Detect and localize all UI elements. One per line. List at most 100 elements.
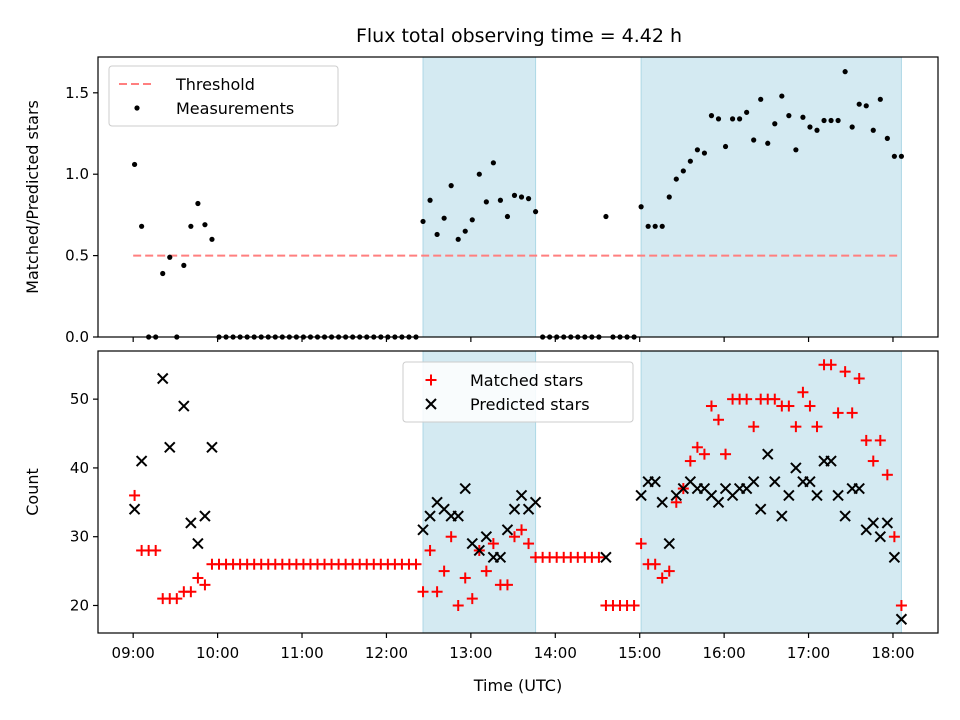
data-point-56 [839, 510, 851, 522]
data-point-46 [455, 236, 461, 242]
data-point-41 [420, 218, 426, 225]
data-point-52 [497, 197, 504, 203]
data-point-88 [751, 137, 757, 143]
data-point-25 [529, 496, 542, 509]
data-point-49 [476, 171, 482, 177]
data-point-108 [888, 531, 900, 543]
data-point-6 [171, 593, 183, 605]
observing-interval-1 [640, 350, 902, 634]
data-point-64 [895, 613, 908, 625]
data-point-81 [698, 448, 710, 460]
data-point-8 [188, 223, 194, 229]
data-point-103 [853, 373, 865, 385]
axes-frame [97, 350, 939, 634]
data-point-10 [199, 579, 211, 591]
data-point-77 [673, 176, 679, 182]
data-point-55 [832, 489, 844, 502]
data-point-23 [515, 489, 528, 502]
data-point-15 [459, 482, 471, 495]
data-point-29 [649, 475, 661, 488]
data-point-80 [691, 441, 703, 453]
y-axis-label: Count [23, 468, 42, 516]
data-point-45 [762, 448, 774, 460]
data-point-48 [469, 217, 475, 223]
data-point-0 [131, 161, 138, 168]
legend-label-1: Predicted stars [470, 395, 590, 414]
bottom-panel: 20 30 40 50 09:00 10:00 11:00 12:00 13:00 14:00 15… [23, 350, 939, 695]
data-point-66 [593, 551, 605, 563]
data-point-91 [772, 121, 778, 127]
y-tick-label-2: 40 [70, 459, 89, 477]
data-point-54 [508, 531, 520, 543]
data-point-90 [765, 140, 771, 146]
data-point-67 [603, 213, 609, 220]
observing-interval-1 [640, 56, 902, 338]
data-point-63 [888, 551, 901, 564]
y-axis-label: Matched/Predicted stars [23, 100, 42, 294]
data-point-105 [867, 455, 879, 467]
data-point-82 [705, 400, 717, 412]
data-point-44 [755, 503, 767, 515]
data-point-58 [853, 482, 865, 495]
data-point-60 [867, 517, 879, 529]
data-point-7 [181, 262, 187, 268]
x-tick-label-3: 12:00 [365, 644, 408, 662]
data-point-51 [487, 538, 499, 550]
data-point-27 [635, 489, 647, 502]
data-point-105 [870, 127, 876, 133]
data-point-83 [713, 414, 725, 426]
data-point-107 [881, 469, 893, 481]
legend-label-0: Threshold [175, 75, 255, 94]
data-point-80 [694, 147, 700, 153]
legend-label-0: Matched stars [470, 371, 583, 390]
x-tick-label-1: 10:00 [196, 644, 239, 662]
data-point-108 [891, 153, 897, 159]
data-point-100 [835, 117, 841, 124]
x-tick-label-4: 13:00 [449, 644, 492, 662]
legend-entry-1: Predicted stars [425, 395, 590, 414]
data-point-26 [600, 551, 612, 564]
data-point-94 [790, 421, 802, 433]
data-point-50 [480, 565, 492, 577]
x-axis-label: Time (UTC) [473, 676, 562, 695]
legend-entry-0: Threshold [119, 75, 255, 94]
data-point-4 [160, 270, 166, 277]
legend-box [108, 65, 339, 127]
data-point-78 [680, 168, 686, 174]
data-point-3 [150, 544, 162, 556]
data-point-106 [874, 434, 886, 446]
data-point-89 [758, 96, 764, 102]
data-point-9 [417, 524, 429, 536]
data-point-75 [656, 572, 668, 584]
data-point-2 [157, 372, 169, 385]
data-point-47 [776, 510, 788, 522]
data-point-9 [195, 200, 201, 207]
y-tick-label-0: 0.0 [65, 328, 89, 346]
data-point-82 [708, 113, 715, 119]
data-point-54 [825, 455, 837, 467]
data-point-7 [199, 510, 211, 522]
data-point-101 [842, 69, 848, 75]
data-point-57 [532, 209, 539, 215]
data-point-107 [884, 135, 890, 141]
data-point-55 [518, 194, 525, 200]
data-point-97 [814, 127, 820, 133]
data-point-93 [783, 400, 795, 412]
y-tick-label-1: 30 [70, 528, 89, 546]
data-point-77 [670, 496, 682, 508]
data-point-55 [516, 524, 528, 536]
data-point-72 [635, 538, 647, 550]
legend-entry-1: Measurements [134, 99, 294, 118]
data-point-0 [129, 489, 141, 501]
x-tick-label-7: 16:00 [703, 644, 746, 662]
data-point-56 [525, 196, 532, 202]
data-point-18 [480, 531, 493, 543]
data-point-53 [501, 579, 513, 591]
data-point-98 [821, 117, 827, 124]
y-tick-label-1: 0.5 [65, 247, 89, 265]
data-point-43 [434, 231, 440, 238]
series-1 [128, 372, 908, 625]
data-point-11 [209, 236, 215, 242]
data-point-79 [684, 455, 696, 467]
